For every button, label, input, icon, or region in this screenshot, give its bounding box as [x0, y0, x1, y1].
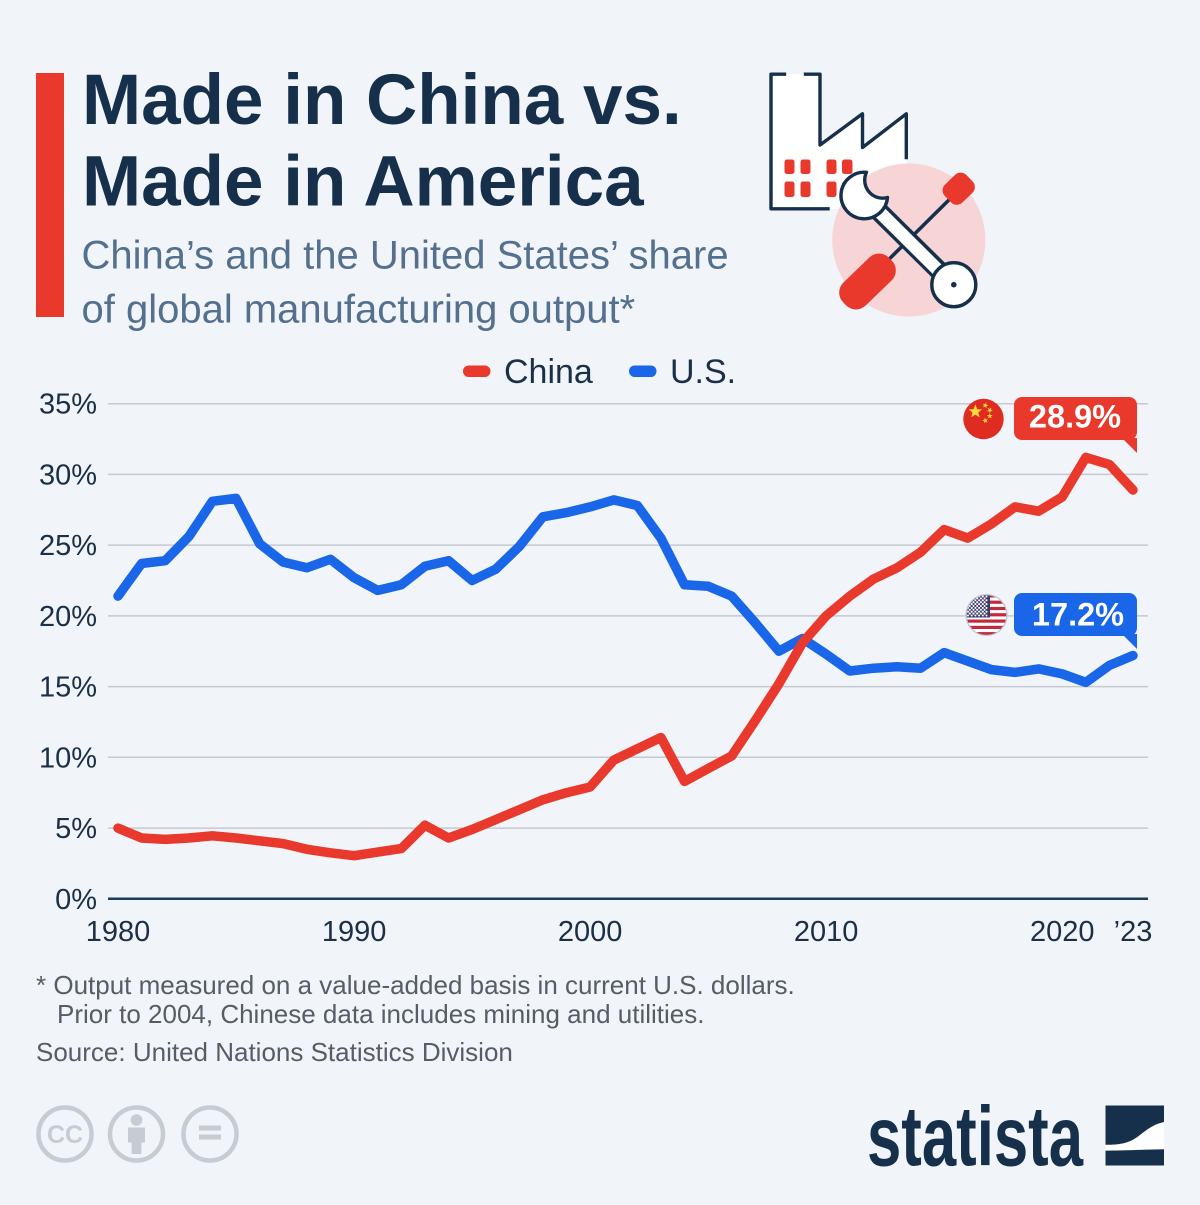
svg-text:25%: 25% [39, 530, 97, 562]
svg-text:17.2%: 17.2% [1032, 597, 1124, 633]
svg-text:CC: CC [47, 1121, 83, 1149]
svg-text:Made in America: Made in America [82, 143, 644, 222]
svg-text:28.9%: 28.9% [1029, 399, 1121, 435]
svg-text:statista: statista [867, 1090, 1084, 1184]
svg-text:of global manufacturing output: of global manufacturing output* [82, 288, 636, 332]
svg-text:Source: United Nations Statist: Source: United Nations Statistics Divisi… [36, 1037, 513, 1067]
svg-text:20%: 20% [39, 601, 97, 633]
svg-text:* Output measured on a value-a: * Output measured on a value-added basis… [36, 970, 795, 1000]
svg-text:Made in China vs.: Made in China vs. [82, 61, 682, 140]
svg-text:2010: 2010 [794, 916, 859, 948]
svg-text:1980: 1980 [86, 916, 151, 948]
svg-text:2000: 2000 [558, 916, 623, 948]
svg-text:30%: 30% [39, 459, 97, 491]
svg-text:Prior to 2004, Chinese data in: Prior to 2004, Chinese data includes min… [57, 999, 705, 1029]
svg-text:’23: ’23 [1114, 916, 1153, 948]
svg-text:China: China [504, 353, 593, 391]
svg-text:35%: 35% [39, 389, 97, 421]
svg-text:U.S.: U.S. [670, 353, 736, 391]
svg-text:1990: 1990 [322, 916, 387, 948]
svg-text:2020: 2020 [1030, 916, 1095, 948]
svg-text:China’s and the United States’: China’s and the United States’ share [82, 234, 729, 278]
svg-text:15%: 15% [39, 672, 97, 704]
svg-text:5%: 5% [55, 813, 97, 845]
svg-text:0%: 0% [55, 884, 97, 916]
svg-text:10%: 10% [39, 742, 97, 774]
